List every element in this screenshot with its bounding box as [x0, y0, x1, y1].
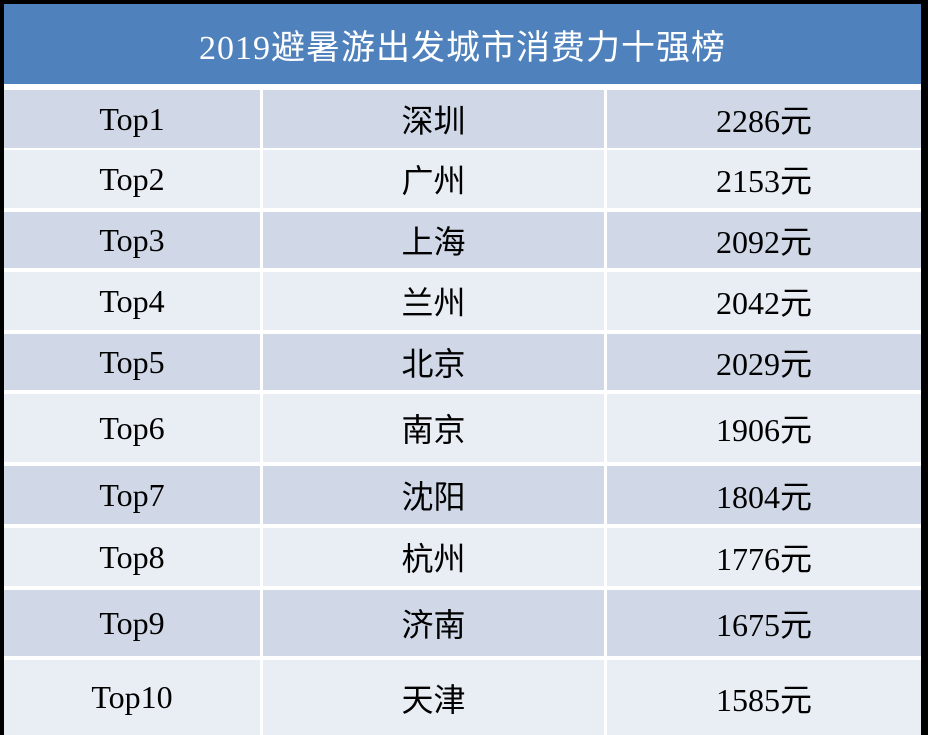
- city-cell: 北京: [263, 334, 604, 390]
- rank-cell: Top6: [4, 394, 260, 462]
- amount-cell: 2029元: [607, 334, 921, 390]
- table: 2019避暑游出发城市消费力十强榜 Top1 深圳 2286元 Top2 广州 2153元…: [4, 4, 921, 735]
- table-row: Top2 广州 2153元: [4, 150, 921, 208]
- city-cell: 沈阳: [263, 466, 604, 524]
- table-row: Top4 兰州 2042元: [4, 272, 921, 330]
- amount-cell: 1804元: [607, 466, 921, 524]
- table-row: Top9 济南 1675元: [4, 590, 921, 656]
- table-row: Top1 深圳 2286元: [4, 90, 921, 148]
- rank-cell: Top4: [4, 272, 260, 330]
- table-row: Top6 南京 1906元: [4, 394, 921, 462]
- amount-cell: 2092元: [607, 212, 921, 268]
- city-cell: 杭州: [263, 528, 604, 586]
- table-row: Top8 杭州 1776元: [4, 528, 921, 586]
- amount-cell: 2042元: [607, 272, 921, 330]
- rank-cell: Top8: [4, 528, 260, 586]
- amount-cell: 1906元: [607, 394, 921, 462]
- rank-cell: Top7: [4, 466, 260, 524]
- amount-cell: 1675元: [607, 590, 921, 656]
- table-row: Top5 北京 2029元: [4, 334, 921, 390]
- amount-cell: 2153元: [607, 150, 921, 208]
- city-cell: 上海: [263, 212, 604, 268]
- city-cell: 南京: [263, 394, 604, 462]
- amount-cell: 2286元: [607, 90, 921, 148]
- table-title: 2019避暑游出发城市消费力十强榜: [4, 4, 921, 84]
- city-cell: 天津: [263, 660, 604, 735]
- city-cell: 兰州: [263, 272, 604, 330]
- rank-cell: Top9: [4, 590, 260, 656]
- amount-cell: 1776元: [607, 528, 921, 586]
- rank-cell: Top3: [4, 212, 260, 268]
- table-row: Top3 上海 2092元: [4, 212, 921, 268]
- city-cell: 广州: [263, 150, 604, 208]
- rank-cell: Top10: [4, 660, 260, 735]
- rank-cell: Top1: [4, 90, 260, 148]
- table-row: Top7 沈阳 1804元: [4, 466, 921, 524]
- table-row: Top10 天津 1585元: [4, 660, 921, 735]
- city-cell: 济南: [263, 590, 604, 656]
- amount-cell: 1585元: [607, 660, 921, 735]
- rank-cell: Top5: [4, 334, 260, 390]
- city-cell: 深圳: [263, 90, 604, 148]
- rank-cell: Top2: [4, 150, 260, 208]
